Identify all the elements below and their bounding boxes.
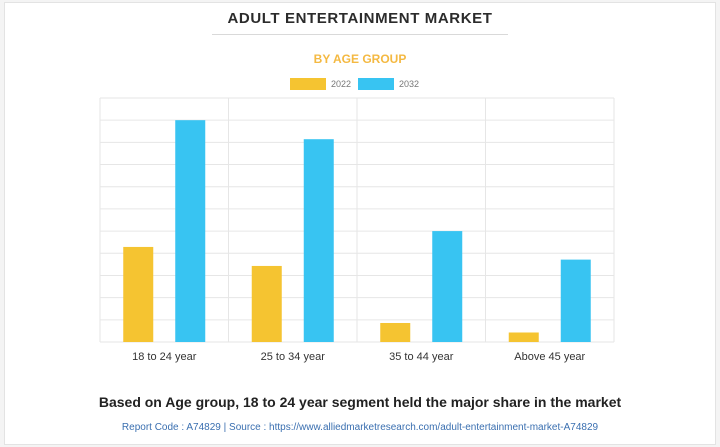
legend: 2022 2032 [0,78,720,94]
bar-2032-1 [303,139,334,342]
bar-2022-1 [251,265,282,342]
bar-2032-2 [432,231,463,342]
x-tick-label: 25 to 34 year [261,351,326,363]
chart-subtitle: BY AGE GROUP [313,52,407,66]
title-divider [212,34,508,35]
chart-caption: Based on Age group, 18 to 24 year segmen… [98,394,622,410]
x-tick-label: Above 45 year [514,351,585,363]
chart-card [4,2,716,445]
bar-2022-0 [123,246,154,342]
legend-swatch-2022 [290,78,326,90]
bar-2022-2 [380,322,411,342]
bar-2032-0 [175,120,206,342]
bar-2032-3 [560,259,591,342]
legend-label-2032: 2032 [399,79,420,89]
legend-item-2032: 2032 [358,78,419,90]
x-tick-label: 35 to 44 year [389,351,454,363]
legend-label-2022: 2022 [331,79,352,89]
x-tick-label: 18 to 24 year [132,351,197,363]
legend-swatch-2032 [358,78,394,90]
chart-title: ADULT ENTERTAINMENT MARKET [227,10,493,27]
source-line: Report Code : A74829 | Source : https://… [121,422,599,433]
legend-item-2022: 2022 [290,78,351,90]
bar-2022-3 [508,332,539,342]
